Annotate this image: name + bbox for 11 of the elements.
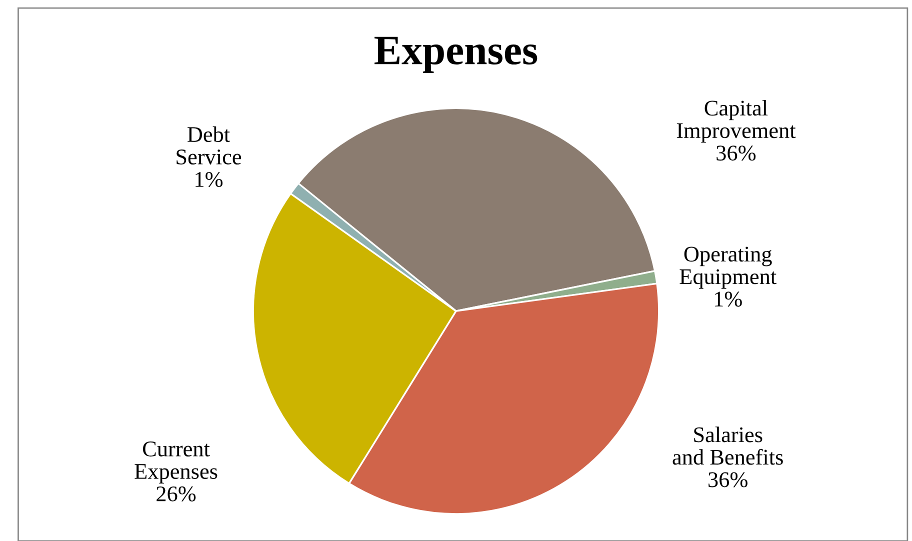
slice-label: Debt Service	[176, 126, 242, 164]
slice-label: Capital Improvement	[676, 100, 796, 143]
slice-label: Operating Equipment	[680, 246, 776, 289]
chart-title: Expenses	[374, 36, 538, 73]
data-label: 36%	[716, 146, 756, 161]
data-label: 1%	[196, 172, 223, 188]
slice-label: Salaries and Benefits	[672, 426, 783, 465]
data-label: 36%	[708, 472, 748, 488]
data-label: 1%	[714, 292, 742, 307]
data-label: 26%	[156, 486, 196, 502]
slice-label: Current Expenses	[134, 442, 218, 484]
